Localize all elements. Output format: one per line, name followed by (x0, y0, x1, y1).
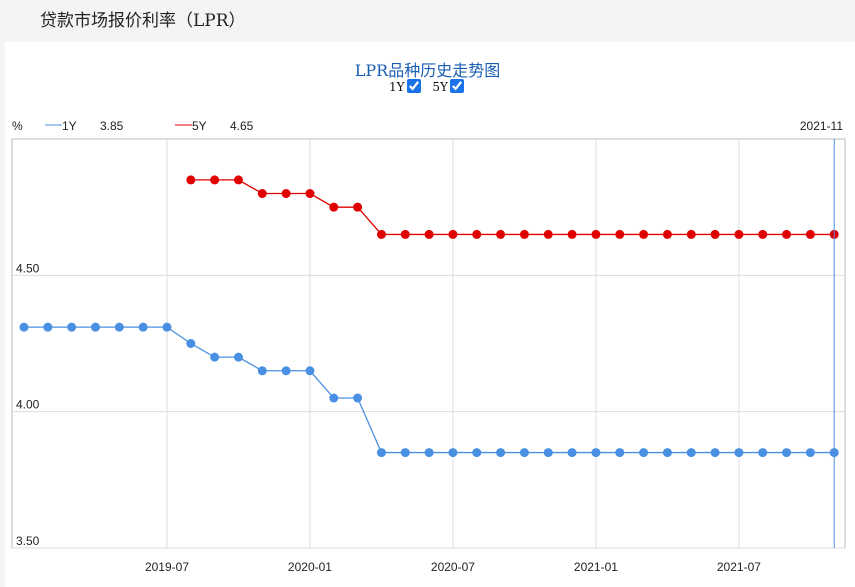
page-title: 贷款市场报价利率（LPR） (40, 11, 246, 31)
series-line-1y (24, 326, 835, 454)
data-point-5y (496, 229, 506, 239)
data-point-5y (329, 202, 339, 212)
data-point-1y (639, 448, 649, 458)
data-point-1y (329, 393, 339, 403)
data-point-5y (257, 189, 267, 199)
data-point-1y (734, 448, 744, 458)
toggle-1y[interactable]: 1Y (389, 79, 423, 94)
data-point-5y (591, 229, 601, 239)
legend-1y-value: 3.85 (100, 119, 124, 133)
data-point-1y (805, 448, 815, 458)
y-tick-label: 4.00 (16, 398, 40, 412)
x-tick-label: 2021-01 (574, 560, 618, 574)
data-point-1y (448, 448, 458, 458)
chart-panel (5, 42, 855, 587)
plot-area (11, 138, 846, 549)
data-point-1y (591, 448, 601, 458)
data-point-1y (353, 393, 363, 403)
data-point-1y (615, 448, 625, 458)
data-point-1y (400, 448, 410, 458)
data-point-5y (782, 229, 792, 239)
y-tick-label: 3.50 (16, 534, 40, 548)
checkbox-1y[interactable] (406, 79, 421, 93)
data-point-1y (519, 448, 529, 458)
series-toggles: 1Y 5Y (0, 79, 855, 94)
data-point-5y (281, 189, 291, 199)
data-point-1y (114, 322, 124, 332)
series-line-5y (190, 179, 835, 236)
data-point-1y (376, 448, 386, 458)
cursor-date-label: 2021-11 (800, 119, 843, 133)
data-point-5y (472, 229, 482, 239)
data-point-5y (567, 229, 577, 239)
data-point-1y (496, 448, 506, 458)
data-point-5y (686, 229, 696, 239)
data-point-5y (400, 229, 410, 239)
chart-title: LPR品种历史走势图 (354, 61, 501, 80)
data-point-1y (210, 352, 220, 362)
data-point-1y (782, 448, 792, 458)
data-point-1y (90, 322, 100, 332)
data-point-1y (67, 322, 77, 332)
data-point-5y (734, 229, 744, 239)
x-tick-label: 2021-07 (717, 560, 761, 574)
legend-5y-value: 4.65 (230, 119, 254, 133)
toggle-5y[interactable]: 5Y (432, 79, 466, 94)
data-point-5y (543, 229, 553, 239)
data-point-1y (233, 352, 243, 362)
data-point-5y (639, 229, 649, 239)
data-point-1y (257, 366, 267, 376)
x-tick-label: 2019-07 (145, 560, 189, 574)
data-point-5y (519, 229, 529, 239)
legend-5y-name: 5Y (192, 119, 207, 133)
data-point-1y (138, 322, 148, 332)
data-point-1y (424, 448, 434, 458)
data-point-5y (805, 229, 815, 239)
legend-1y-name: 1Y (62, 119, 77, 133)
data-point-5y (305, 189, 315, 199)
data-point-1y (686, 448, 696, 458)
data-point-5y (662, 229, 672, 239)
y-tick-label: 4.50 (16, 261, 40, 275)
data-point-5y (758, 229, 768, 239)
data-point-5y (186, 175, 196, 185)
data-point-5y (448, 229, 458, 239)
data-point-1y (43, 322, 53, 332)
data-point-1y (662, 448, 672, 458)
data-point-5y (233, 175, 243, 185)
unit-label: % (12, 119, 23, 133)
data-point-1y (710, 448, 720, 458)
data-point-1y (186, 339, 196, 348)
x-tick-label: 2020-07 (431, 560, 475, 574)
data-point-5y (615, 229, 625, 239)
data-point-5y (353, 202, 363, 212)
data-point-1y (567, 448, 577, 458)
data-point-1y (162, 322, 172, 332)
data-point-1y (281, 366, 291, 376)
checkbox-5y[interactable] (449, 79, 464, 93)
data-point-1y (19, 322, 29, 332)
data-point-1y (472, 448, 482, 458)
data-point-5y (424, 229, 434, 239)
data-point-5y (710, 229, 720, 239)
data-point-1y (543, 448, 553, 458)
data-point-5y (210, 175, 220, 185)
data-point-1y (758, 448, 768, 458)
data-point-5y (376, 229, 386, 239)
data-point-1y (305, 366, 315, 376)
x-tick-label: 2020-01 (288, 560, 332, 574)
